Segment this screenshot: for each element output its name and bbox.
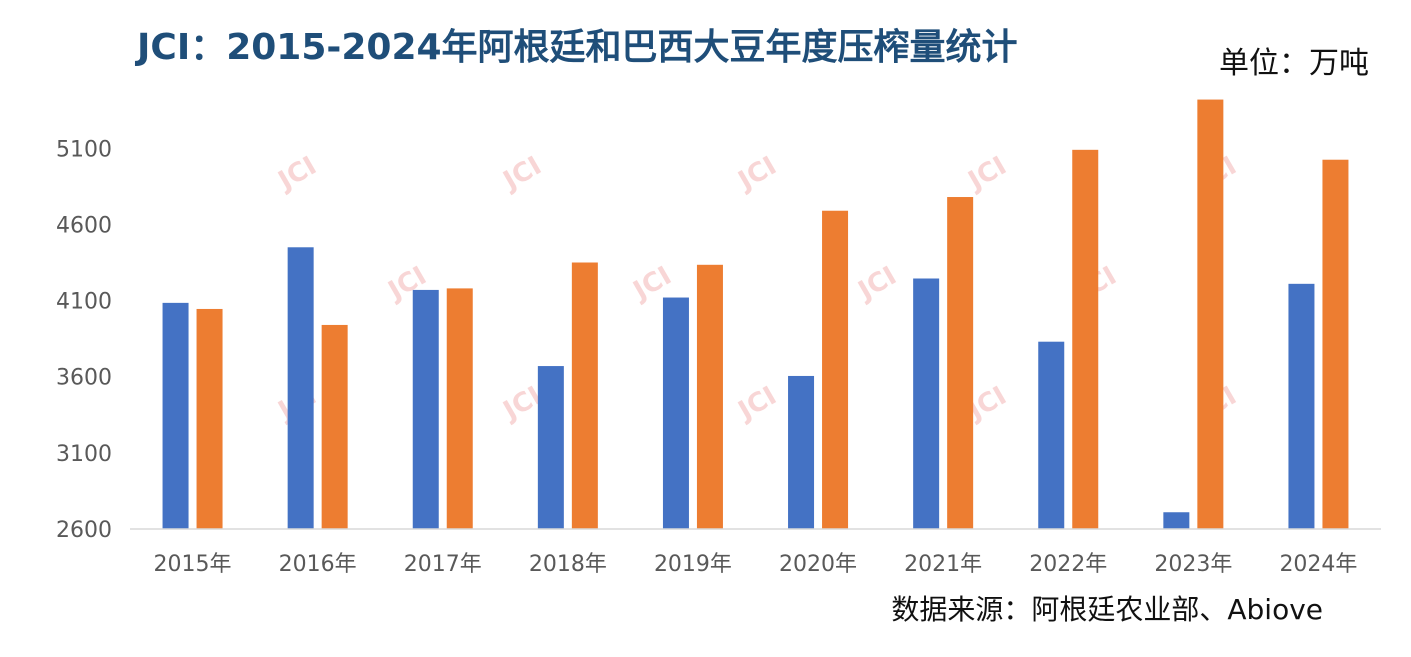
unit-label: 单位：万吨	[1219, 46, 1369, 81]
bar-orange-2022年	[1072, 149, 1099, 530]
y-tick-label: 2600	[56, 518, 112, 543]
bar-blue-2015年	[162, 302, 189, 529]
bar-blue-2017年	[412, 289, 439, 529]
x-tick-label: 2017年	[404, 552, 482, 577]
bar-blue-2023年	[1163, 512, 1190, 529]
watermark-logo: JCI	[732, 381, 782, 427]
x-tick-label: 2021年	[904, 552, 982, 577]
bar-blue-2024年	[1288, 283, 1315, 529]
bar-orange-2018年	[571, 262, 598, 529]
bar-orange-2021年	[947, 197, 974, 529]
y-tick-label: 3600	[56, 366, 112, 391]
x-tick-label: 2018年	[529, 552, 607, 577]
bar-orange-2017年	[446, 288, 473, 529]
bar-orange-2019年	[696, 264, 723, 529]
x-tick-label: 2020年	[779, 552, 857, 577]
watermark-logo: JCI	[962, 151, 1012, 197]
watermark-logo: JCI	[852, 261, 902, 307]
watermark-logo: JCI	[497, 151, 547, 197]
y-tick-label: 3100	[56, 442, 112, 467]
bar-blue-2016年	[287, 247, 314, 529]
x-tick-label: 2022年	[1029, 552, 1107, 577]
watermark-logo: JCI	[272, 151, 322, 197]
bar-orange-2016年	[321, 324, 348, 529]
chart-title: JCI：2015-2024年阿根廷和巴西大豆年度压榨量统计	[137, 27, 1018, 68]
bar-blue-2021年	[913, 278, 940, 529]
y-tick-label: 4600	[56, 213, 112, 238]
x-axis-ticks: 2015年 2016年 2017年 2018年 2019年 2020年 2021年 2022年…	[154, 552, 1358, 577]
bar-orange-2020年	[822, 210, 849, 529]
bar-blue-2022年	[1038, 341, 1065, 529]
bar-blue-2020年	[788, 375, 815, 529]
watermark-logo: JCI	[732, 151, 782, 197]
x-tick-label: 2023年	[1154, 552, 1232, 577]
y-axis-ticks: 2600 3100 3600 4100 4600 5100	[56, 137, 112, 543]
x-tick-label: 2024年	[1279, 552, 1357, 577]
bar-blue-2019年	[662, 297, 689, 529]
bar-orange-2023年	[1197, 99, 1224, 529]
source-note: 数据来源：阿根廷农业部、Abiove	[891, 593, 1323, 626]
bars-layer	[162, 99, 1349, 530]
y-tick-label: 4100	[56, 290, 112, 315]
x-tick-label: 2015年	[154, 552, 232, 577]
bar-orange-2024年	[1322, 159, 1349, 529]
x-tick-label: 2016年	[279, 552, 357, 577]
y-tick-label: 5100	[56, 137, 112, 162]
bar-blue-2018年	[537, 366, 564, 529]
bar-orange-2015年	[196, 308, 223, 529]
x-tick-label: 2019年	[654, 552, 732, 577]
